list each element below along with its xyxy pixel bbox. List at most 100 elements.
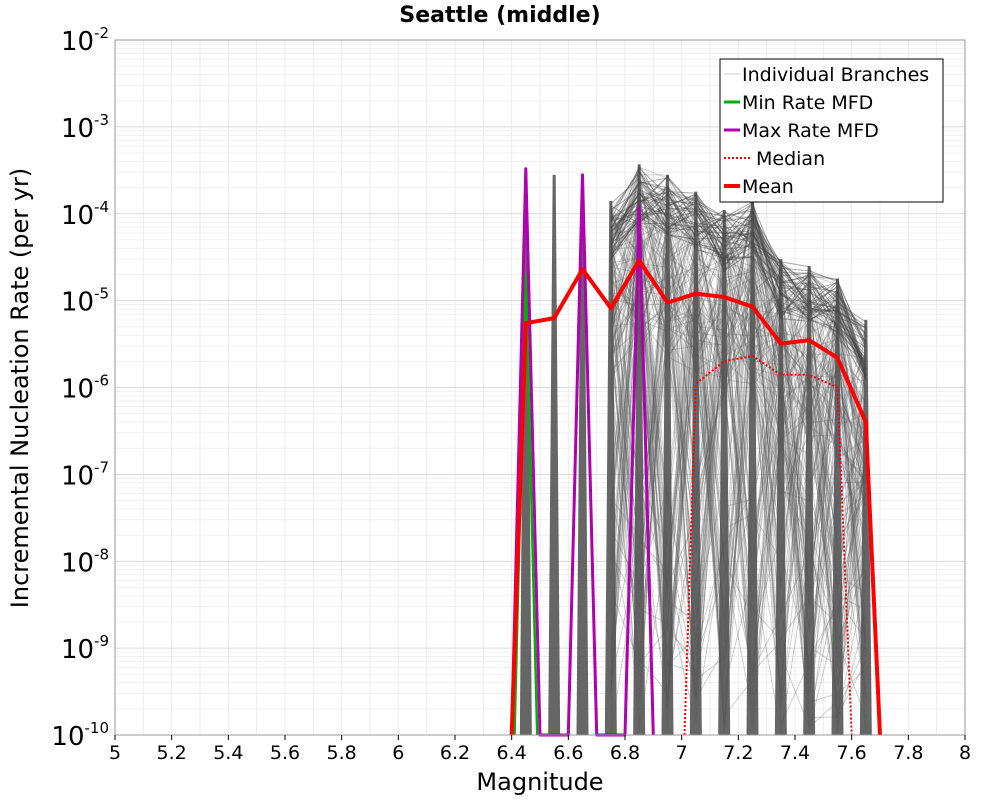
- branch-spike: [604, 201, 617, 736]
- branch-line: [610, 253, 867, 733]
- branch-line: [610, 193, 867, 341]
- branch-line: [610, 267, 867, 629]
- branch-line: [610, 329, 867, 667]
- branch-line: [610, 204, 867, 663]
- branch-line: [610, 242, 867, 547]
- branch-line: [610, 195, 867, 697]
- branch-line: [610, 267, 867, 699]
- legend-label: Mean: [742, 176, 794, 198]
- branch-line: [610, 252, 867, 672]
- branch-line: [610, 216, 867, 380]
- x-tick-label: 6.2: [440, 742, 470, 764]
- branch-line: [610, 209, 866, 589]
- branch-line: [610, 198, 867, 362]
- branch-line: [610, 271, 867, 672]
- branch-line: [610, 300, 867, 516]
- branch-line: [610, 296, 867, 609]
- branch-line: [610, 205, 867, 672]
- branch-line: [610, 255, 867, 558]
- branch-line: [610, 166, 867, 675]
- branch-line: [610, 170, 867, 344]
- branch-line: [610, 187, 867, 381]
- branch-line: [610, 180, 867, 449]
- x-tick-label: 7: [676, 742, 688, 764]
- y-tick-label: 10-10: [51, 719, 109, 752]
- branch-line: [610, 210, 867, 703]
- branch-line: [610, 225, 867, 719]
- branch-line: [610, 261, 867, 701]
- branch-line: [610, 192, 867, 323]
- branch-spike: [774, 259, 787, 735]
- branch-line: [610, 223, 867, 731]
- branch-line: [610, 263, 867, 650]
- branch-spike: [859, 319, 872, 735]
- branch-line: [610, 177, 867, 328]
- branch-line: [610, 212, 867, 376]
- branch-line: [610, 181, 867, 719]
- branch-line: [610, 230, 867, 657]
- branch-line: [610, 231, 867, 536]
- branch-line: [610, 216, 867, 660]
- branch-spike: [633, 164, 646, 736]
- branch-line: [610, 274, 867, 694]
- branch-line: [610, 212, 867, 334]
- branch-line: [610, 193, 867, 337]
- legend-label: Max Rate MFD: [742, 120, 879, 142]
- branch-line: [610, 271, 867, 692]
- y-axis-label: Incremental Nucleation Rate (per yr): [6, 168, 34, 608]
- x-tick-label: 7.8: [893, 742, 923, 764]
- branch-line: [610, 203, 867, 734]
- branch-line: [610, 252, 867, 670]
- branch-line: [610, 302, 867, 684]
- branch-line: [610, 175, 867, 335]
- branch-line: [610, 197, 867, 380]
- branch-line: [610, 234, 867, 646]
- branch-line: [610, 221, 867, 694]
- branch-line: [610, 171, 867, 597]
- branch-line: [610, 230, 867, 656]
- branch-line: [610, 266, 867, 626]
- branch-line: [610, 229, 867, 673]
- branch-line: [610, 164, 867, 359]
- branch-line: [610, 197, 867, 613]
- branch-line: [610, 175, 867, 356]
- branch-line: [610, 205, 867, 413]
- branch-line: [610, 207, 867, 730]
- y-tick-label: 10-9: [61, 632, 109, 665]
- branch-line: [610, 199, 867, 666]
- branch-line: [610, 248, 867, 674]
- y-axis-ticks: 10-10 10-9 10-8 10-7 10-6 10-5 10-4 10-3 10-2: [51, 24, 109, 752]
- branch-line: [610, 225, 867, 658]
- branch-line: [610, 242, 867, 720]
- branch-line: [610, 189, 867, 369]
- branch-line: [610, 277, 867, 696]
- x-tick-label: 7.2: [723, 742, 753, 764]
- x-tick-label: 5: [109, 742, 121, 764]
- series-mean: [509, 258, 882, 736]
- branch-line: [610, 228, 867, 700]
- branch-spike: [661, 174, 674, 736]
- x-tick-label: 5.8: [327, 742, 357, 764]
- plot-frame: [114, 39, 966, 736]
- branch-line: [610, 239, 867, 706]
- branch-line: [610, 190, 867, 370]
- branch-line: [610, 170, 867, 345]
- branch-line: [610, 166, 867, 638]
- x-tick-label: 5.6: [270, 742, 300, 764]
- branch-line: [610, 213, 867, 703]
- series-median: [683, 355, 853, 736]
- branch-spike: [746, 198, 759, 735]
- branch-line: [610, 167, 867, 363]
- branch-line: [610, 236, 867, 723]
- branch-line: [610, 224, 867, 689]
- branch-line: [610, 220, 867, 677]
- branch-line: [610, 183, 867, 719]
- branch-line: [610, 198, 867, 443]
- branch-line: [610, 273, 867, 733]
- branch-line: [610, 190, 867, 378]
- individual-branches: [519, 164, 872, 736]
- branch-line: [610, 202, 867, 379]
- x-tick-label: 6.8: [610, 742, 640, 764]
- branch-line: [610, 228, 867, 733]
- branch-line: [610, 246, 867, 730]
